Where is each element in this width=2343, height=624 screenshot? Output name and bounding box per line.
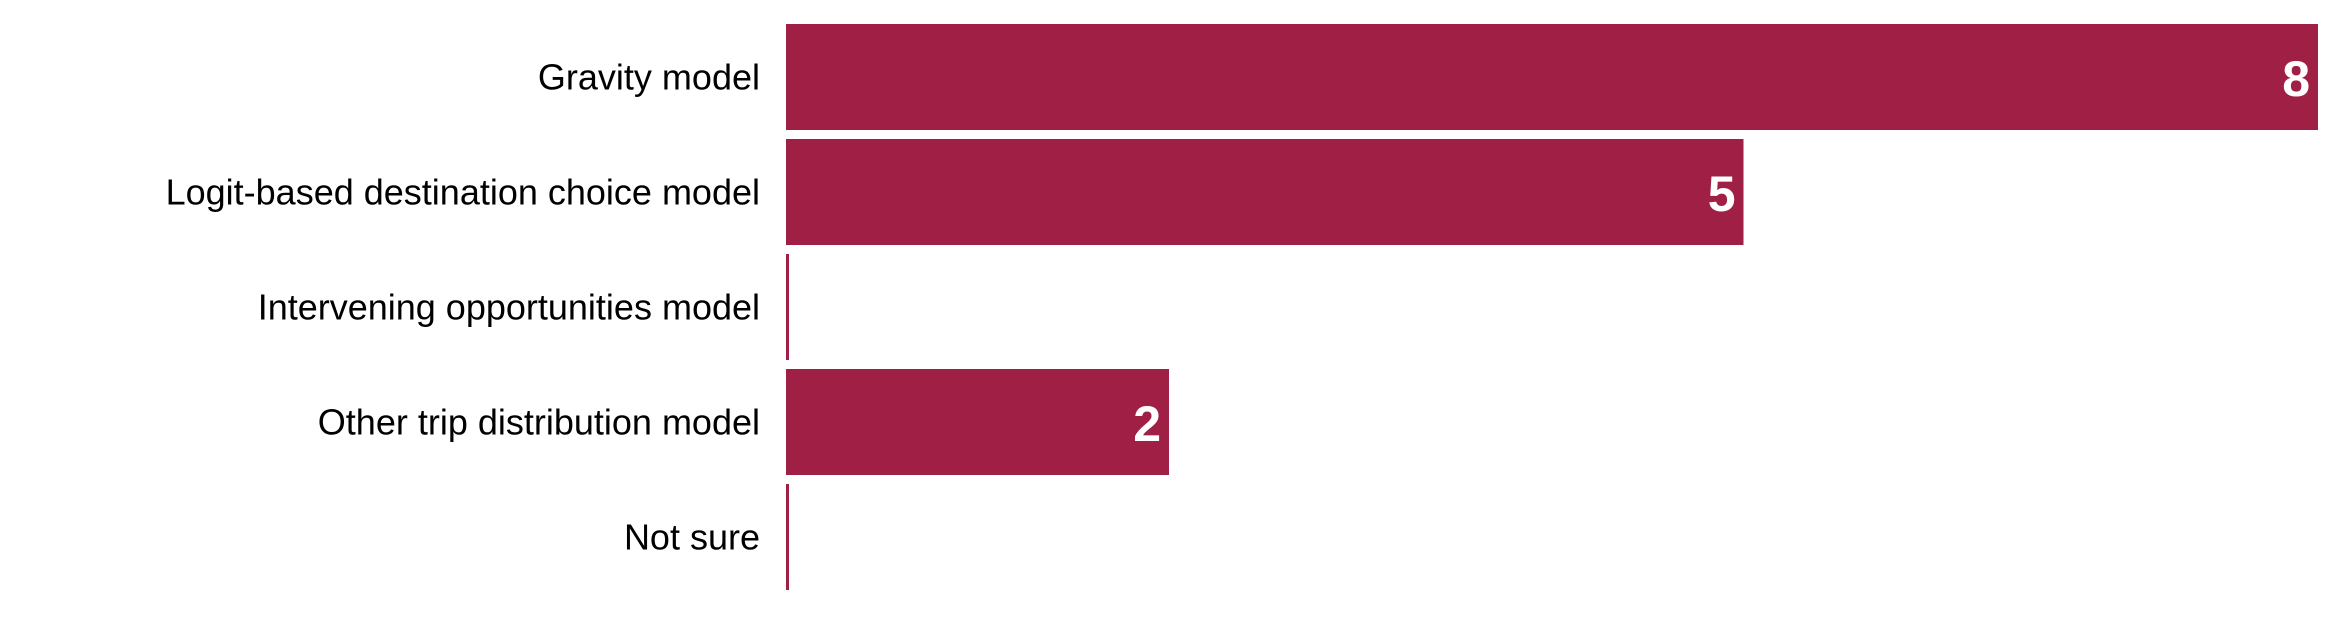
value-label-3: 2 [1133, 396, 1161, 452]
bar-3 [786, 369, 1169, 475]
bar-1 [786, 139, 1744, 245]
bar-2 [786, 254, 789, 360]
bar-4 [786, 484, 789, 590]
bar-0 [786, 24, 2318, 130]
category-label-0: Gravity model [538, 57, 760, 98]
category-label-4: Not sure [624, 517, 760, 558]
category-label-2: Intervening opportunities model [258, 287, 760, 328]
value-label-0: 8 [2282, 51, 2310, 107]
category-label-1: Logit-based destination choice model [166, 172, 760, 213]
value-label-1: 5 [1708, 166, 1736, 222]
category-label-3: Other trip distribution model [318, 402, 760, 443]
